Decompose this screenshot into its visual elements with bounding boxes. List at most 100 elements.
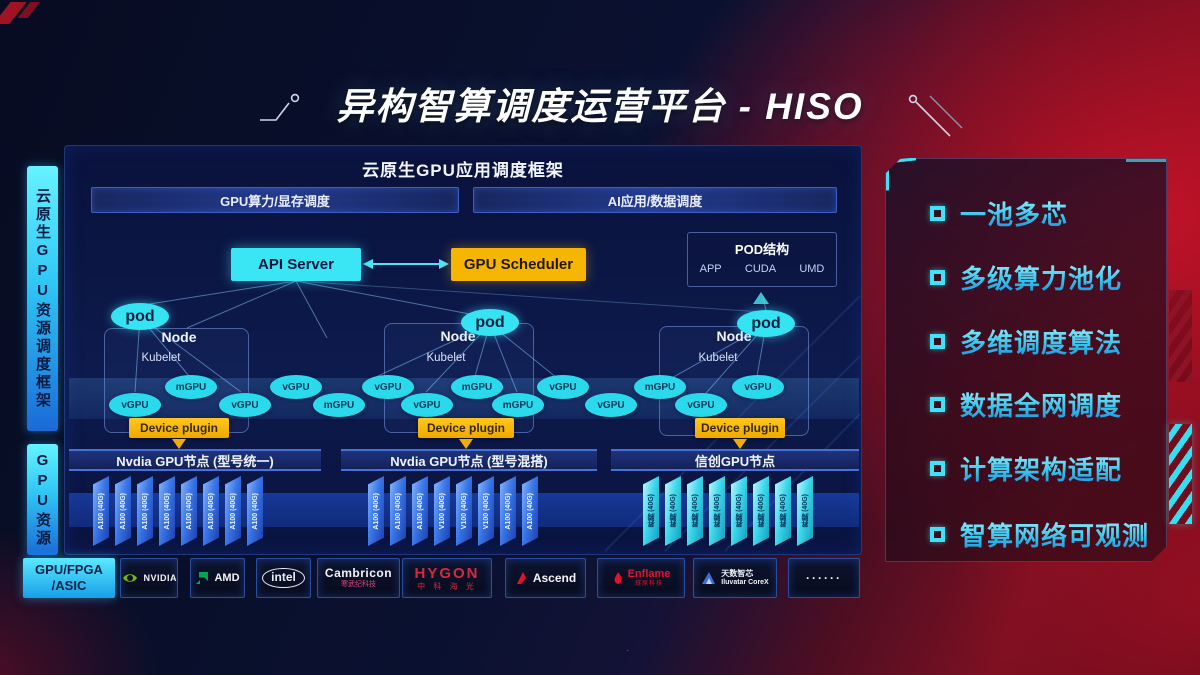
gpu-card: 昇腾 (40G) bbox=[709, 476, 725, 546]
pod-structure-title: POD结构 bbox=[734, 242, 790, 257]
pod-structure-item-app: APP bbox=[699, 263, 722, 275]
feature-text: 多维调度算法 bbox=[960, 323, 1122, 360]
vgpu-ellipse: vGPU bbox=[537, 375, 589, 399]
vgpu-ellipse: vGPU bbox=[401, 393, 453, 417]
mgpu-ellipse: mGPU bbox=[451, 375, 503, 399]
gpu-compute-scheduling-bar: GPU算力/显存调度 bbox=[91, 187, 459, 213]
iluvatar-wordmark: Iluvatar CoreX bbox=[721, 578, 769, 586]
feature-item: 智算网络可观测 bbox=[930, 517, 1149, 551]
gpu-card: 昇腾 (40G) bbox=[753, 476, 769, 546]
gpu-card: A100 (40G) bbox=[93, 476, 109, 546]
gpu-card: A100 (40G) bbox=[225, 476, 241, 546]
square-bullet-icon bbox=[930, 461, 945, 476]
gpu-scheduler-box: GPU Scheduler bbox=[451, 248, 586, 281]
gpu-node-group-1-title: Nvdia GPU节点 (型号统一) bbox=[69, 449, 321, 471]
more-vendors-dots: ······ bbox=[806, 571, 842, 585]
gpu-card: A100 (40G) bbox=[500, 476, 516, 546]
gpu-card: 昇腾 (40G) bbox=[643, 476, 659, 546]
enflame-cn-name: 燧原科技 bbox=[634, 580, 663, 587]
hazard-stripes-cyan-decoration bbox=[1169, 424, 1192, 524]
panel-corner-accent bbox=[886, 157, 916, 190]
feature-item: 一池多芯 bbox=[930, 196, 1068, 230]
vgpu-ellipse: vGPU bbox=[362, 375, 414, 399]
gpu-card: A100 (40G) bbox=[412, 476, 428, 546]
enflame-flame-icon bbox=[614, 571, 622, 584]
gpu-card: 昇腾 (40G) bbox=[775, 476, 791, 546]
amd-arrow-icon bbox=[196, 572, 209, 584]
gpu-fpga-line1: GPU/FPGA bbox=[35, 561, 103, 577]
gpu-card: 昇腾 (40G) bbox=[665, 476, 681, 546]
square-bullet-icon bbox=[930, 334, 945, 349]
vendor-amd: AMD bbox=[190, 558, 245, 598]
vendor-intel: intel bbox=[256, 558, 311, 598]
amd-wordmark: AMD bbox=[214, 572, 240, 584]
vendor-enflame: Enflame 燧原科技 bbox=[597, 558, 685, 598]
kubelet-label: Kubelet bbox=[698, 352, 738, 364]
sidebar-label-gpu-resources: GPU资源 bbox=[27, 444, 58, 555]
ascend-logo-icon bbox=[516, 572, 526, 584]
features-panel: 一池多芯 多级算力池化 多维调度算法 数据全网调度 计算架构适配 智算网络可观测 bbox=[885, 158, 1167, 562]
gpu-card: A100 (40G) bbox=[181, 476, 197, 546]
hazard-stripes-red-decoration bbox=[1169, 290, 1192, 382]
gpu-card: A100 (40G) bbox=[115, 476, 131, 546]
gpu-card: V100 (40G) bbox=[478, 476, 494, 546]
feature-text: 多级算力池化 bbox=[960, 259, 1122, 296]
gpu-card: A100 (40G) bbox=[203, 476, 219, 546]
vendor-nvidia: NVIDIA bbox=[120, 558, 178, 598]
gpu-fpga-line2: /ASIC bbox=[51, 578, 87, 593]
mgpu-ellipse: mGPU bbox=[165, 375, 217, 399]
vgpu-ellipse: vGPU bbox=[732, 375, 784, 399]
pod-structure-box: POD结构 APP CUDA UMD bbox=[687, 232, 837, 287]
enflame-wordmark: Enflame bbox=[627, 568, 671, 581]
title-right-circuit-decoration bbox=[908, 94, 963, 137]
cambricon-wordmark: Cambricon bbox=[324, 566, 393, 581]
architecture-panel: 云原生GPU应用调度框架 GPU算力/显存调度 AI应用/数据调度 bbox=[64, 145, 862, 555]
square-bullet-icon bbox=[930, 527, 945, 542]
ascend-wordmark: Ascend bbox=[532, 571, 577, 585]
gpu-card: V100 (40G) bbox=[434, 476, 450, 546]
gpu-card: A100 (40G) bbox=[368, 476, 384, 546]
device-plugin-box: Device plugin bbox=[418, 418, 514, 438]
node-label: Node bbox=[161, 329, 197, 345]
vendor-cambricon: Cambricon 寒武纪科技 bbox=[317, 558, 400, 598]
sidebar-label-top-text: 云原生GPU资源调度框架 bbox=[34, 187, 51, 410]
gpu-fpga-asic-label: GPU/FPGA /ASIC bbox=[23, 558, 115, 598]
api-server-box: API Server bbox=[231, 248, 361, 281]
ai-data-scheduling-bar: AI应用/数据调度 bbox=[473, 187, 837, 213]
pod-ellipse: pod bbox=[111, 303, 169, 330]
square-bullet-icon bbox=[930, 397, 945, 412]
gpu-node-group-3-title: 信创GPU节点 bbox=[611, 449, 859, 471]
vendor-iluvatar: 天数智芯 Iluvatar CoreX bbox=[693, 558, 777, 598]
gpu-card: A100 (40G) bbox=[247, 476, 263, 546]
gpu-card: A100 (40G) bbox=[390, 476, 406, 546]
hygon-wordmark: HYGON bbox=[414, 564, 480, 582]
sidebar-label-scheduling-framework: 云原生GPU资源调度框架 bbox=[27, 166, 58, 431]
vgpu-ellipse: vGPU bbox=[270, 375, 322, 399]
gpu-card: A100 (40G) bbox=[137, 476, 153, 546]
nvidia-eye-icon bbox=[123, 574, 137, 582]
device-plugin-down-arrow bbox=[459, 439, 473, 449]
device-plugin-box: Device plugin bbox=[129, 418, 229, 438]
device-plugin-down-arrow bbox=[172, 439, 186, 449]
feature-item: 多级算力池化 bbox=[930, 260, 1122, 294]
feature-item: 计算架构适配 bbox=[930, 451, 1122, 485]
gpu-card: 昇腾 (40G) bbox=[731, 476, 747, 546]
nvidia-wordmark: NVIDIA bbox=[143, 573, 177, 583]
feature-item: 多维调度算法 bbox=[930, 324, 1122, 358]
gpu-card: V100 (40G) bbox=[456, 476, 472, 546]
title-left-circuit-decoration bbox=[260, 93, 300, 121]
page-title: 异构智算调度运营平台 - HISO bbox=[336, 86, 864, 127]
square-bullet-icon bbox=[930, 270, 945, 285]
feature-text: 数据全网调度 bbox=[960, 386, 1122, 423]
feature-text: 一池多芯 bbox=[960, 195, 1068, 232]
vgpu-ellipse: vGPU bbox=[585, 393, 637, 417]
feature-item: 数据全网调度 bbox=[930, 387, 1122, 421]
vendor-ascend: Ascend bbox=[505, 558, 586, 598]
vgpu-ellipse: vGPU bbox=[109, 393, 161, 417]
vgpu-ellipse: vGPU bbox=[219, 393, 271, 417]
feature-text: 计算架构适配 bbox=[960, 450, 1122, 487]
device-plugin-box: Device plugin bbox=[695, 418, 785, 438]
vgpu-ellipse: vGPU bbox=[675, 393, 727, 417]
pod-ellipse: pod bbox=[461, 309, 519, 336]
iluvatar-triangle-icon bbox=[702, 572, 716, 584]
